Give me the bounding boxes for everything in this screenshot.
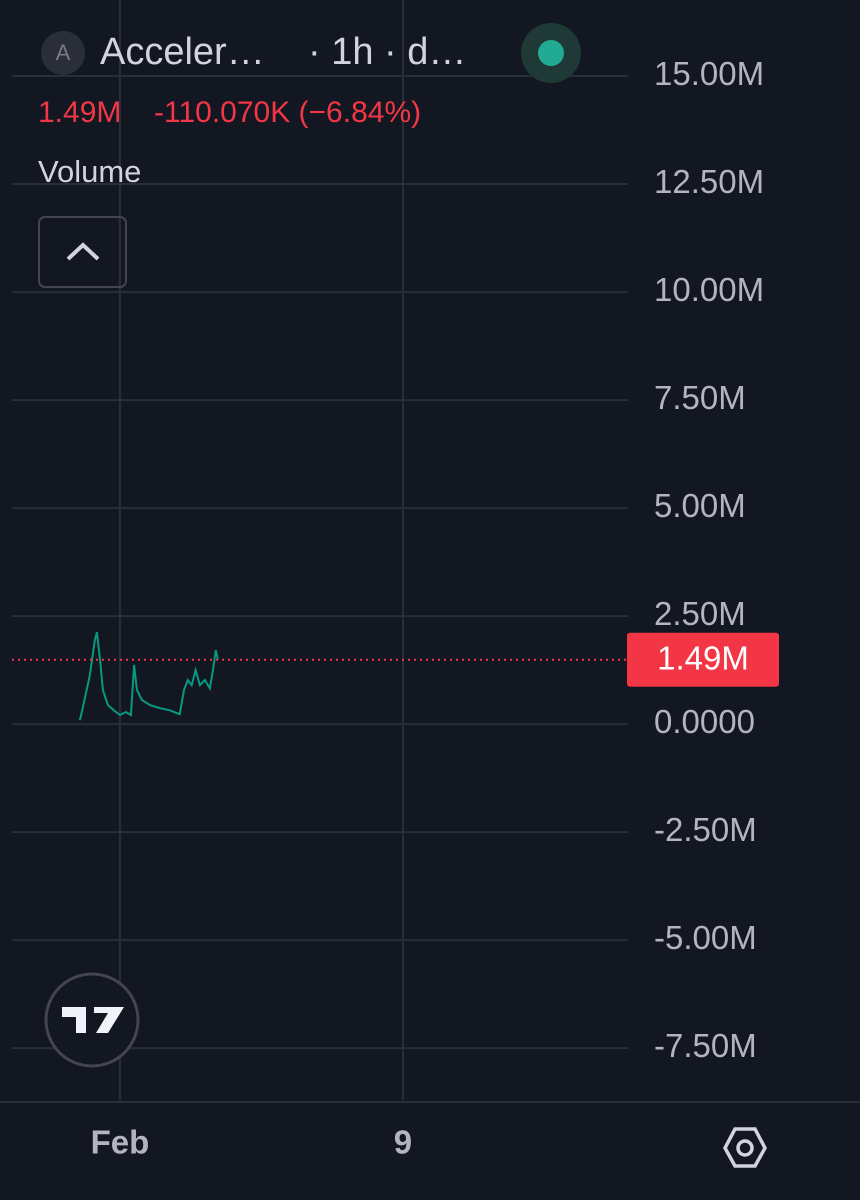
plot <box>12 631 628 721</box>
price-line <box>78 631 219 721</box>
y-tick-label: 2.50M <box>654 595 746 632</box>
symbol-icon-bg <box>41 31 85 75</box>
symbol: Acceler… <box>100 31 265 73</box>
indicator-name: Volume <box>38 154 141 189</box>
collapse-button[interactable] <box>38 216 127 288</box>
tv-logo[interactable] <box>44 972 140 1068</box>
y-tick-label: 12.50M <box>654 163 764 200</box>
last-price: 1.49M <box>38 96 121 129</box>
symbol-icon: A <box>56 40 71 65</box>
y-tick-label: 15.00M <box>654 55 764 92</box>
y-tick-label: 7.50M <box>654 379 746 416</box>
y-tick-label: -7.50M <box>654 1027 757 1064</box>
settings-icon-center <box>736 1139 754 1157</box>
x-tick-label: Feb <box>91 1124 150 1161</box>
y-tick-label: 0.0000 <box>654 703 755 740</box>
status-dot[interactable] <box>538 40 564 66</box>
grid <box>12 0 628 1100</box>
last-price-label: 1.49M <box>657 639 749 676</box>
x-tick-label: 9 <box>394 1124 412 1161</box>
y-tick-label: 5.00M <box>654 487 746 524</box>
last-price-box <box>627 632 779 687</box>
collapse-icon <box>66 242 100 261</box>
interval: · 1h · d… <box>308 31 466 73</box>
tv-logo-mark <box>62 1007 124 1033</box>
y-tick-label: -5.00M <box>654 919 757 956</box>
y-tick-label: -2.50M <box>654 811 757 848</box>
y-tick-label: 10.00M <box>654 271 764 308</box>
price-change: -110.070K (−6.84%) <box>154 96 421 129</box>
settings-icon[interactable] <box>723 1127 767 1168</box>
